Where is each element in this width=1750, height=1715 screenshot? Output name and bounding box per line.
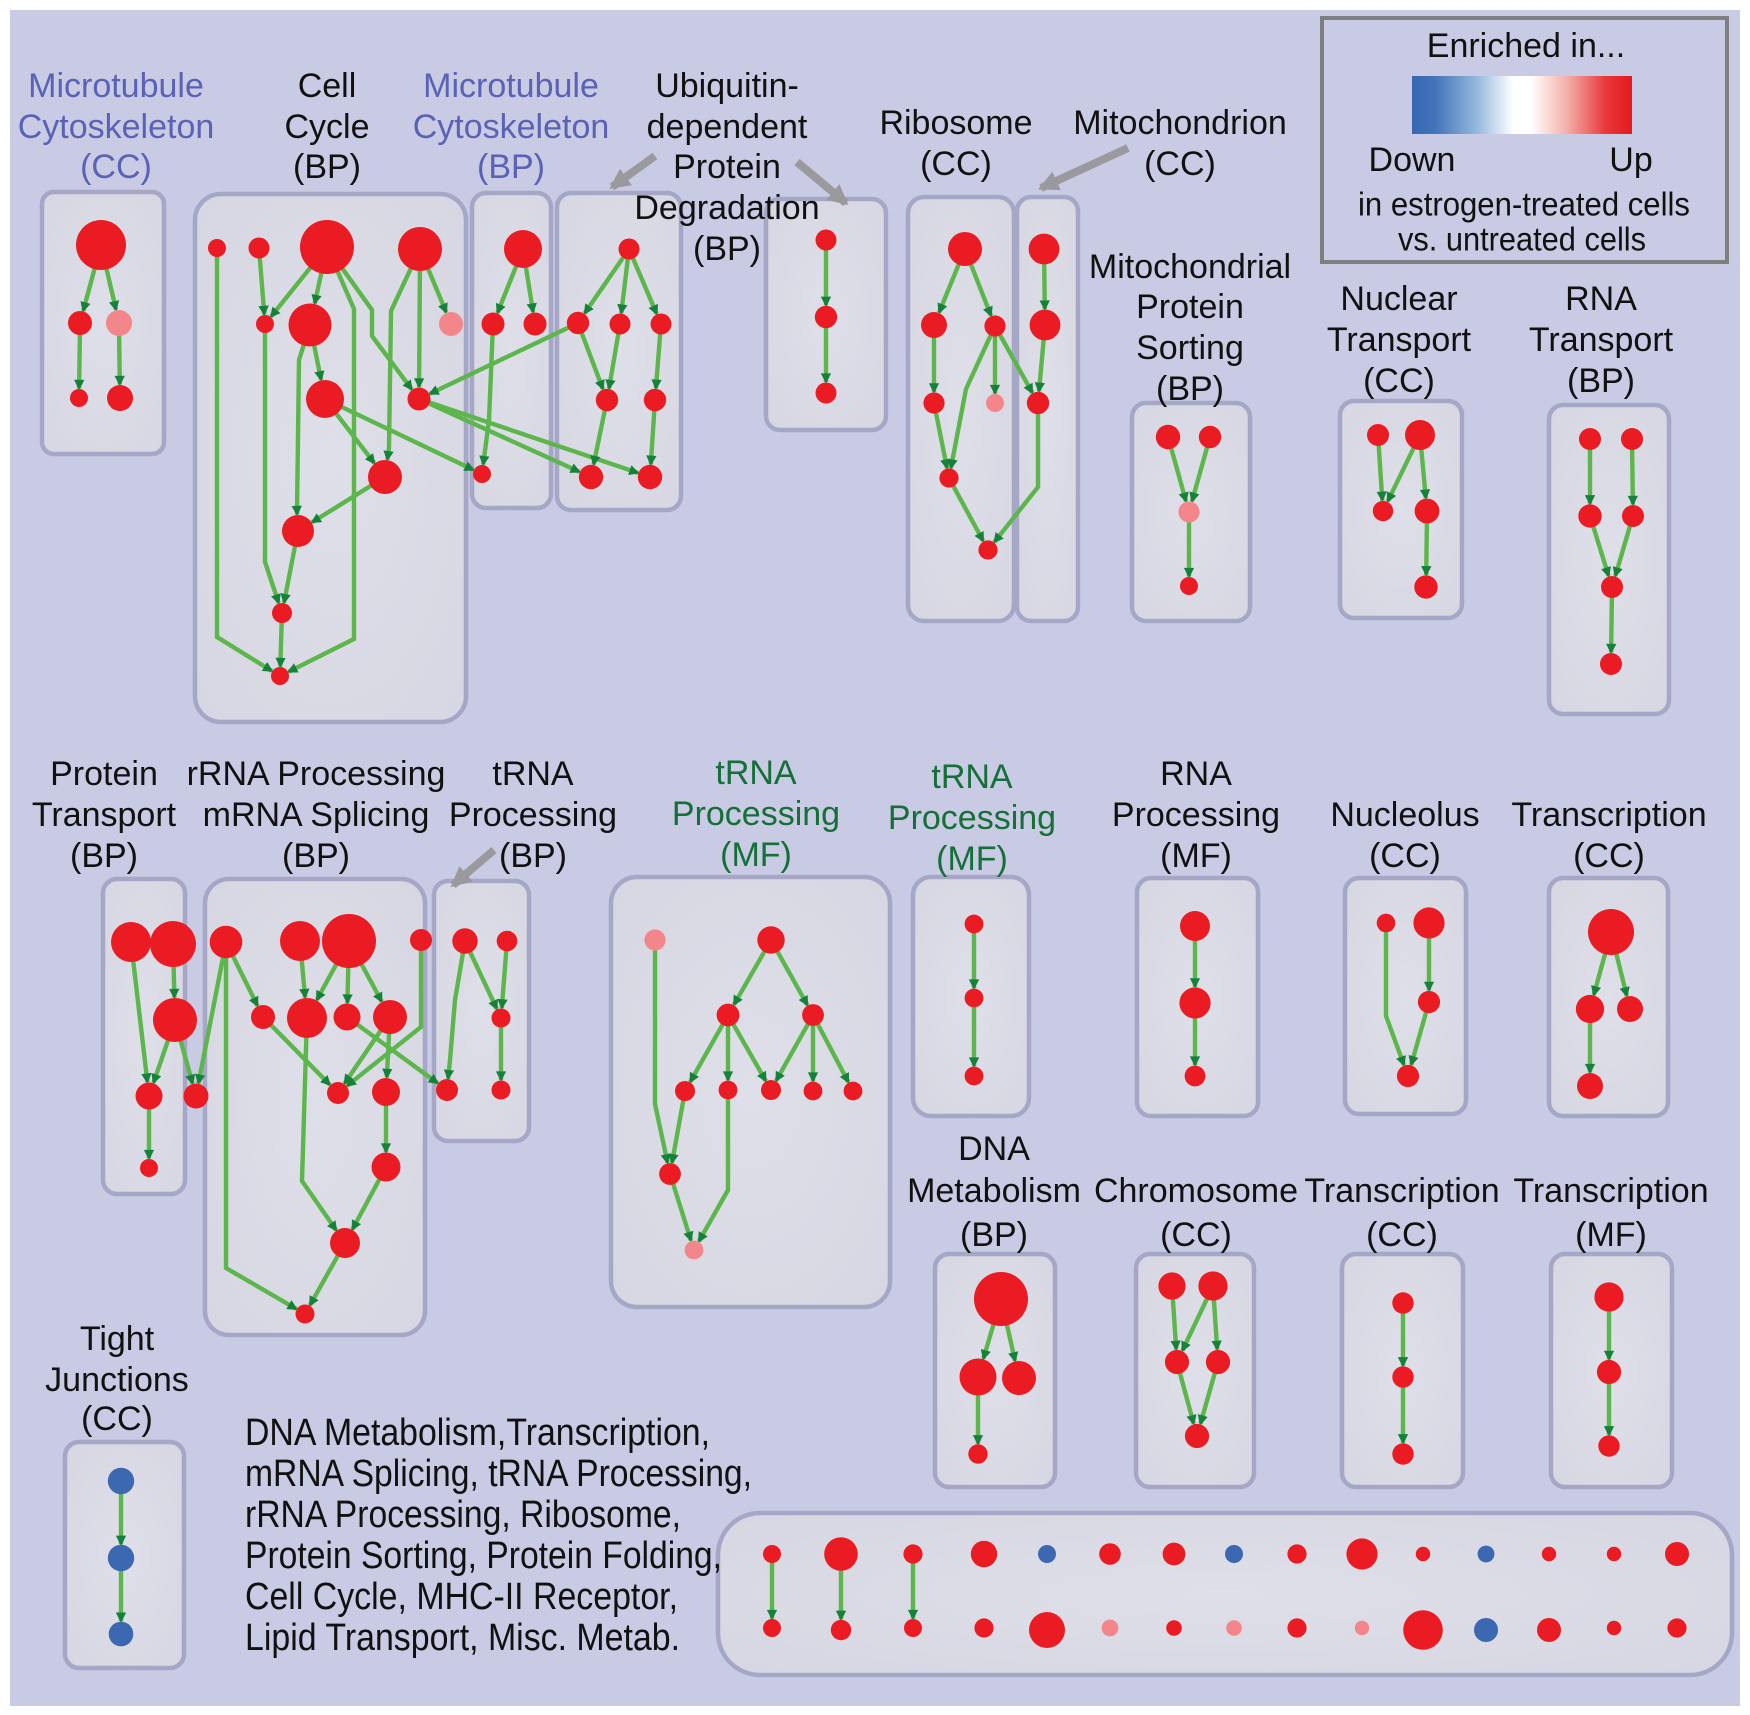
svg-text:Cytoskeleton: Cytoskeleton xyxy=(413,108,610,146)
svg-text:(BP): (BP) xyxy=(693,230,761,268)
svg-text:Chromosome: Chromosome xyxy=(1094,1172,1298,1210)
svg-text:Nucleolus: Nucleolus xyxy=(1330,796,1479,834)
svg-text:Degradation: Degradation xyxy=(634,189,819,227)
svg-text:Microtubule: Microtubule xyxy=(423,67,599,105)
svg-text:Transcription: Transcription xyxy=(1304,1172,1499,1210)
svg-text:Tight: Tight xyxy=(80,1320,155,1358)
svg-text:(MF): (MF) xyxy=(1160,837,1232,875)
svg-text:Transcription: Transcription xyxy=(1511,796,1706,834)
svg-text:Protein: Protein xyxy=(1136,288,1244,326)
svg-text:(CC): (CC) xyxy=(920,145,992,183)
svg-text:Ubiquitin-: Ubiquitin- xyxy=(655,67,799,105)
svg-text:Microtubule: Microtubule xyxy=(28,67,204,105)
svg-text:(CC): (CC) xyxy=(80,148,152,186)
svg-text:(CC): (CC) xyxy=(1144,145,1216,183)
svg-text:DNA: DNA xyxy=(958,1130,1030,1168)
svg-text:Junctions: Junctions xyxy=(45,1361,189,1399)
svg-text:(BP): (BP) xyxy=(1567,362,1635,400)
svg-text:Transport: Transport xyxy=(32,796,177,834)
svg-text:rRNA Processing, Ribosome,: rRNA Processing, Ribosome, xyxy=(245,1494,681,1536)
svg-text:(CC): (CC) xyxy=(1363,362,1435,400)
svg-text:Transport: Transport xyxy=(1529,321,1674,359)
svg-text:in estrogen-treated cells: in estrogen-treated cells xyxy=(1358,186,1690,223)
svg-text:Sorting: Sorting xyxy=(1136,329,1244,367)
svg-text:Mitochondrial: Mitochondrial xyxy=(1089,248,1291,286)
svg-text:mRNA Splicing, tRNA Processing: mRNA Splicing, tRNA Processing, xyxy=(245,1453,752,1495)
svg-text:(BP): (BP) xyxy=(477,148,545,186)
svg-text:Protein: Protein xyxy=(673,148,781,186)
svg-text:(CC): (CC) xyxy=(1160,1216,1232,1254)
svg-text:(BP): (BP) xyxy=(960,1216,1028,1254)
svg-text:Metabolism: Metabolism xyxy=(907,1172,1081,1210)
svg-text:(BP): (BP) xyxy=(499,837,567,875)
svg-text:Down: Down xyxy=(1369,141,1456,179)
svg-text:(CC): (CC) xyxy=(1366,1216,1438,1254)
svg-text:Up: Up xyxy=(1609,141,1652,179)
svg-text:Lipid Transport, Misc. Metab.: Lipid Transport, Misc. Metab. xyxy=(245,1617,680,1659)
svg-text:rRNA Processing: rRNA Processing xyxy=(187,755,446,793)
svg-text:Processing: Processing xyxy=(449,796,617,834)
svg-text:mRNA Splicing: mRNA Splicing xyxy=(203,796,430,834)
svg-text:Cell Cycle, MHC-II Receptor,: Cell Cycle, MHC-II Receptor, xyxy=(245,1576,678,1618)
svg-text:RNA: RNA xyxy=(1565,280,1637,318)
svg-text:(MF): (MF) xyxy=(936,840,1008,878)
svg-text:Cell: Cell xyxy=(298,67,357,105)
svg-text:Processing: Processing xyxy=(672,795,840,833)
svg-text:Cytoskeleton: Cytoskeleton xyxy=(18,108,215,146)
svg-text:dependent: dependent xyxy=(647,108,808,146)
svg-text:Cycle: Cycle xyxy=(284,108,369,146)
svg-text:Protein Sorting, Protein Foldi: Protein Sorting, Protein Folding, xyxy=(245,1535,722,1577)
svg-text:Nuclear: Nuclear xyxy=(1340,280,1457,318)
svg-text:Processing: Processing xyxy=(888,799,1056,837)
svg-text:Mitochondrion: Mitochondrion xyxy=(1073,104,1287,142)
svg-text:(CC): (CC) xyxy=(1573,837,1645,875)
svg-text:Transport: Transport xyxy=(1327,321,1472,359)
svg-text:(MF): (MF) xyxy=(720,836,792,874)
svg-text:tRNA: tRNA xyxy=(492,755,574,793)
svg-text:Ribosome: Ribosome xyxy=(879,104,1032,142)
svg-text:Protein: Protein xyxy=(50,755,158,793)
svg-text:RNA: RNA xyxy=(1160,755,1232,793)
svg-text:(CC): (CC) xyxy=(81,1400,153,1438)
svg-text:tRNA: tRNA xyxy=(715,754,797,792)
svg-text:(CC): (CC) xyxy=(1369,837,1441,875)
svg-text:vs. untreated cells: vs. untreated cells xyxy=(1398,221,1646,258)
svg-text:(BP): (BP) xyxy=(282,837,350,875)
svg-text:Enriched in...: Enriched in... xyxy=(1427,27,1625,65)
svg-text:(BP): (BP) xyxy=(1156,370,1224,408)
svg-text:Transcription: Transcription xyxy=(1513,1172,1708,1210)
svg-text:DNA Metabolism,Transcription,: DNA Metabolism,Transcription, xyxy=(245,1412,710,1454)
svg-text:Processing: Processing xyxy=(1112,796,1280,834)
svg-text:(MF): (MF) xyxy=(1575,1216,1647,1254)
svg-text:(BP): (BP) xyxy=(70,837,138,875)
svg-text:(BP): (BP) xyxy=(293,148,361,186)
svg-text:tRNA: tRNA xyxy=(931,758,1013,796)
